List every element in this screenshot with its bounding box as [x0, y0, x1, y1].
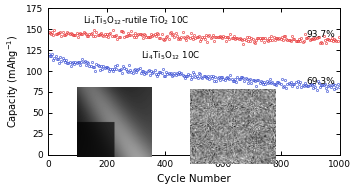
X-axis label: Cycle Number: Cycle Number [157, 174, 231, 184]
Text: $\mathrm{Li_4Ti_5O_{12}}$-rutile TiO$_2$ 10C: $\mathrm{Li_4Ti_5O_{12}}$-rutile TiO$_2$… [83, 15, 189, 27]
Text: $\mathrm{Li_4Ti_5O_{12}}$ 10C: $\mathrm{Li_4Ti_5O_{12}}$ 10C [141, 49, 200, 62]
Y-axis label: Capacity (mAhg$^{-1}$): Capacity (mAhg$^{-1}$) [5, 35, 21, 128]
Text: 69.3%: 69.3% [307, 77, 335, 86]
Text: 93.7%: 93.7% [307, 30, 335, 39]
